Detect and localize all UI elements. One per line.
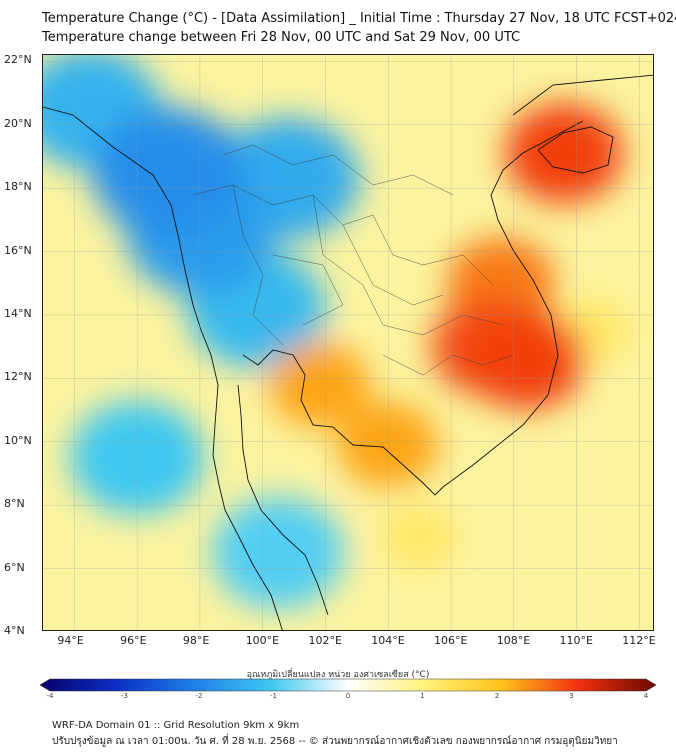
latitude-tick-label: 16°N bbox=[4, 243, 32, 257]
coastlines bbox=[43, 74, 653, 630]
longitude-tick-label: 96°E bbox=[120, 634, 147, 647]
longitude-tick-label: 98°E bbox=[182, 634, 210, 647]
warm-area bbox=[467, 309, 586, 410]
colorbar-tick-label: -1 bbox=[270, 692, 277, 700]
colorbar-tick-label: 1 bbox=[420, 692, 425, 700]
longitude-tick-label: 110°E bbox=[559, 634, 593, 647]
colorbar bbox=[40, 678, 656, 692]
coastline-vietnam bbox=[442, 120, 584, 488]
coastline-west bbox=[43, 106, 283, 630]
map-canvas bbox=[43, 55, 653, 630]
colorbar-tick-label: 0 bbox=[345, 692, 351, 700]
coastline-gulf bbox=[242, 349, 444, 496]
hainan-island bbox=[537, 126, 614, 174]
longitude-tick-label: 102°E bbox=[308, 634, 342, 647]
latitude-tick-label: 12°N bbox=[4, 370, 32, 384]
longitude-tick-label: 106°E bbox=[434, 634, 468, 647]
colorbar-label: อุณหภูมิเปลี่ยนแปลง หน่วย องศาเซลเซียส (… bbox=[246, 670, 430, 680]
coastline-peninsula-east bbox=[237, 384, 329, 616]
footer-model-info: WRF-DA Domain 01 :: Grid Resolution 9km … bbox=[52, 720, 300, 731]
colorbar-scale bbox=[40, 678, 656, 692]
longitude-tick-label: 104°E bbox=[371, 634, 405, 647]
latitude-tick-label: 4°N bbox=[4, 624, 25, 637]
temperature-field bbox=[43, 55, 631, 609]
colorbar-tick-label: 4 bbox=[643, 692, 649, 700]
cool-area bbox=[91, 107, 246, 238]
longitude-tick-label: 108°E bbox=[496, 634, 531, 647]
latitude-tick-label: 6°N bbox=[4, 560, 25, 574]
temperature-change-map bbox=[42, 54, 654, 631]
colorbar-tick-label: 2 bbox=[494, 692, 500, 700]
coastline-china bbox=[512, 74, 653, 116]
map-title: Temperature Change (°C) - [Data Assimila… bbox=[42, 11, 676, 26]
latitude-tick-label: 8°N bbox=[4, 497, 25, 511]
warm-area bbox=[381, 504, 459, 570]
graticule bbox=[43, 55, 653, 630]
longitude-tick-label: 100°E bbox=[245, 634, 280, 647]
colorbar-tick-label: -2 bbox=[195, 692, 203, 700]
latitude-tick-label: 14°N bbox=[4, 306, 32, 320]
cool-area bbox=[212, 496, 345, 609]
latitude-tick-label: 20°N bbox=[4, 116, 32, 130]
longitude-tick-label: 112°E bbox=[622, 634, 656, 647]
footer-credits: ปรับปรุงข้อมูล ณ เวลา 01:00น. วัน ศ. ที่… bbox=[52, 736, 618, 747]
latitude-tick-label: 22°N bbox=[4, 53, 32, 67]
longitude-tick-label: 94°E bbox=[57, 634, 84, 647]
colorbar-tick-label: 3 bbox=[569, 692, 574, 700]
latitude-tick-label: 18°N bbox=[4, 180, 32, 194]
map-subtitle: Temperature change between Fri 28 Nov, 0… bbox=[42, 30, 521, 45]
warm-area bbox=[268, 341, 370, 428]
colorbar-tick-label: -3 bbox=[121, 692, 128, 700]
colorbar-tick-label: -4 bbox=[46, 692, 54, 700]
latitude-tick-label: 10°N bbox=[4, 433, 32, 447]
